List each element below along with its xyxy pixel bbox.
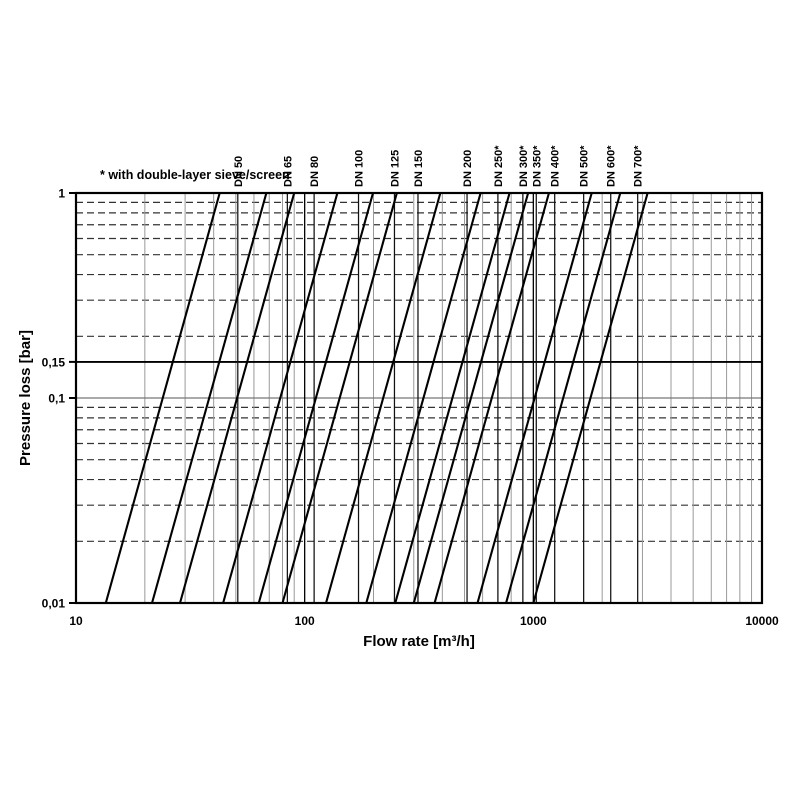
dn-curve (104, 192, 221, 604)
dn-label: DN 100 (354, 150, 366, 187)
dn-label: DN 350* (531, 145, 543, 187)
dn-label: DN 300* (518, 145, 530, 187)
x-tick-label: 10 (69, 614, 83, 628)
dn-curve (394, 192, 511, 604)
y-axis-ticks (69, 192, 76, 604)
x-tick-label: 100 (295, 614, 315, 628)
dn-label: DN 400* (550, 145, 562, 187)
x-tick-label: 10000 (745, 614, 779, 628)
y-tick-label: 0,01 (42, 597, 66, 611)
footnote-annotation: * with double-layer sieve/screen (100, 168, 290, 182)
dn-label: DN 500* (579, 145, 591, 187)
dn-curve (325, 192, 442, 604)
dn-label: DN 150 (413, 150, 425, 187)
dn-label: DN 200 (462, 150, 474, 187)
dn-label: DN 250* (493, 145, 505, 187)
dn-curve (151, 192, 268, 604)
dn-curve (222, 192, 339, 604)
dn-curve (433, 192, 550, 604)
dn-curve (476, 192, 593, 604)
y-axis-title: Pressure loss [bar] (17, 330, 34, 466)
x-axis-tick-labels: 10 100 1000 10000 (69, 614, 779, 628)
dn-label: DN 700* (633, 145, 645, 187)
x-tick-label: 1000 (520, 614, 547, 628)
dn-label: DN 65 (282, 156, 294, 187)
dn-label: DN 125 (389, 150, 401, 187)
highlight-gridlines (76, 360, 762, 399)
dn-curve (412, 192, 530, 604)
x-axis-title: Flow rate [m³/h] (363, 633, 475, 650)
horizontal-gridlines (76, 201, 762, 542)
dn-series-labels: DN 50 DN 65 DN 80 DN 100 DN 125 DN 150 DN 200 D… (233, 145, 645, 187)
y-tick-label: 0,1 (48, 392, 65, 406)
dn-curve (532, 192, 649, 604)
dn-label: DN 50 (233, 156, 245, 187)
y-tick-label: 1 (58, 187, 65, 201)
dn-label: DN 600* (606, 145, 618, 187)
dn-curve (257, 192, 375, 604)
dn-curve (281, 192, 398, 604)
dn-curve (178, 192, 296, 604)
dn-label: DN 80 (309, 156, 321, 187)
dn-curve-lines (104, 192, 649, 604)
dn-curve (365, 192, 482, 604)
y-axis-tick-labels: 1 0,15 0,1 0,01 (42, 187, 66, 611)
y-tick-label: 0,15 (42, 355, 66, 369)
dn-curve (505, 192, 622, 604)
